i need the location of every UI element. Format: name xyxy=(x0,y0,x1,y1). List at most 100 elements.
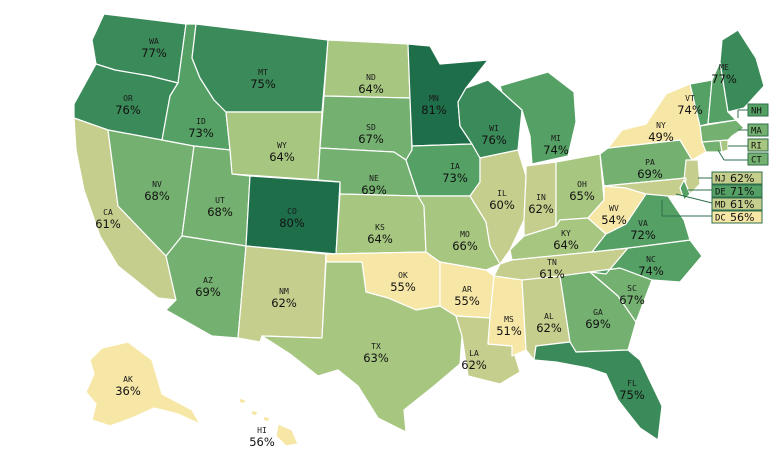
state-nj[interactable] xyxy=(683,159,701,195)
state-value-pa: 69% xyxy=(637,167,663,181)
callout-abbr-ma: MA xyxy=(751,127,762,137)
callout-ma[interactable]: MA xyxy=(747,123,769,137)
state-wy[interactable] xyxy=(225,111,323,181)
callout-abbr-ri: RI xyxy=(751,142,762,152)
state-ia[interactable] xyxy=(405,143,481,197)
state-value-ga: 69% xyxy=(585,317,611,331)
state-value-ar: 55% xyxy=(454,294,480,308)
callout-box-ma xyxy=(747,123,769,137)
state-abbr-la: LA xyxy=(469,349,479,358)
callout-value-md: 61% xyxy=(730,198,754,211)
state-abbr-il: IL xyxy=(497,189,507,198)
state-value-ky: 64% xyxy=(553,238,579,252)
callout-ct[interactable]: CT xyxy=(747,152,769,166)
state-value-ca: 61% xyxy=(95,217,121,231)
state-abbr-wi: WI xyxy=(489,124,499,133)
state-value-mt: 75% xyxy=(250,77,276,91)
state-abbr-fl: FL xyxy=(627,379,637,388)
state-abbr-me: ME xyxy=(719,63,729,72)
callout-md[interactable]: MD 61% xyxy=(711,197,763,211)
state-abbr-ak: AK xyxy=(123,375,133,384)
state-value-wv: 54% xyxy=(601,213,627,227)
state-value-la: 62% xyxy=(461,358,487,372)
state-abbr-tx: TX xyxy=(371,342,381,351)
state-abbr-wy: WY xyxy=(277,141,287,150)
state-value-mi: 74% xyxy=(543,143,569,157)
state-value-ak: 36% xyxy=(115,384,141,398)
state-abbr-sd: SD xyxy=(366,123,376,132)
state-abbr-co: CO xyxy=(287,207,297,216)
state-abbr-nv: NV xyxy=(152,180,162,189)
state-hi[interactable] xyxy=(238,397,299,447)
callout-leaders xyxy=(661,109,748,217)
state-value-co: 80% xyxy=(279,216,305,230)
state-abbr-mt: MT xyxy=(258,68,268,77)
callout-value-dc: 56% xyxy=(730,211,754,224)
state-value-ks: 64% xyxy=(367,232,393,246)
callout-box-dc xyxy=(711,210,763,224)
state-value-in: 62% xyxy=(528,202,554,216)
state-abbr-hi: HI xyxy=(257,426,267,435)
state-tx[interactable] xyxy=(261,261,463,433)
state-abbr-pa: PA xyxy=(645,158,655,167)
state-value-hi: 56% xyxy=(249,435,275,449)
state-value-tx: 63% xyxy=(363,351,389,365)
callout-abbr-nj: NJ xyxy=(715,175,726,185)
state-value-nd: 64% xyxy=(358,82,384,96)
state-abbr-nd: ND xyxy=(366,73,376,82)
state-value-fl: 75% xyxy=(619,388,645,402)
state-value-id: 73% xyxy=(188,126,214,140)
state-value-sd: 67% xyxy=(358,132,384,146)
state-abbr-wa: WA xyxy=(149,37,159,46)
state-labels: WA77%OR76%CA61%NV68%ID73%MT75%WY64%UT68%… xyxy=(95,37,737,449)
state-abbr-ny: NY xyxy=(656,121,666,130)
callout-de[interactable]: DE 71% xyxy=(711,184,763,198)
state-abbr-tn: TN xyxy=(547,258,557,267)
state-value-or: 76% xyxy=(115,103,141,117)
state-value-ny: 49% xyxy=(648,130,674,144)
state-value-va: 72% xyxy=(630,228,656,242)
state-value-nv: 68% xyxy=(144,189,170,203)
state-fl[interactable] xyxy=(533,341,663,441)
callout-nh[interactable]: NH xyxy=(747,103,769,117)
state-value-mn: 81% xyxy=(421,103,447,117)
state-mi[interactable] xyxy=(499,71,577,165)
state-value-az: 69% xyxy=(195,285,221,299)
callout-dc[interactable]: DC 56% xyxy=(711,210,763,224)
state-value-ms: 51% xyxy=(496,324,522,338)
state-abbr-az: AZ xyxy=(203,276,213,285)
state-abbr-ga: GA xyxy=(593,308,603,317)
state-value-al: 62% xyxy=(536,321,562,335)
state-ri[interactable] xyxy=(719,139,729,153)
state-value-mo: 66% xyxy=(452,239,478,253)
state-md[interactable] xyxy=(603,177,687,197)
callout-box-ri xyxy=(747,138,769,152)
state-ak[interactable] xyxy=(85,341,201,427)
state-abbr-nm: NM xyxy=(279,287,289,296)
state-abbr-mn: MN xyxy=(429,94,439,103)
callout-abbr-nh: NH xyxy=(751,107,762,117)
state-nh[interactable] xyxy=(707,61,737,125)
state-value-tn: 61% xyxy=(539,267,565,281)
state-de[interactable] xyxy=(679,179,691,201)
state-value-sc: 67% xyxy=(619,293,645,307)
state-abbr-ks: KS xyxy=(375,223,385,232)
callout-ri[interactable]: RI xyxy=(747,138,769,152)
state-abbr-vt: VT xyxy=(685,94,695,103)
state-value-nc: 74% xyxy=(638,264,664,278)
state-value-ne: 69% xyxy=(361,183,387,197)
callout-box-nh xyxy=(747,103,769,117)
callout-nj[interactable]: NJ 62% xyxy=(711,171,763,185)
state-value-me: 77% xyxy=(711,72,737,86)
callout-box-ct xyxy=(747,152,769,166)
state-abbr-id: ID xyxy=(196,117,206,126)
callout-value-nj: 62% xyxy=(730,172,754,185)
state-value-wi: 76% xyxy=(481,133,507,147)
state-value-ia: 73% xyxy=(442,171,468,185)
state-abbr-ca: CA xyxy=(103,208,113,217)
state-abbr-wv: WV xyxy=(609,204,619,213)
state-abbr-ms: MS xyxy=(504,315,514,324)
state-abbr-mi: MI xyxy=(551,134,561,143)
state-abbr-ne: NE xyxy=(369,174,379,183)
state-me[interactable] xyxy=(719,29,765,113)
